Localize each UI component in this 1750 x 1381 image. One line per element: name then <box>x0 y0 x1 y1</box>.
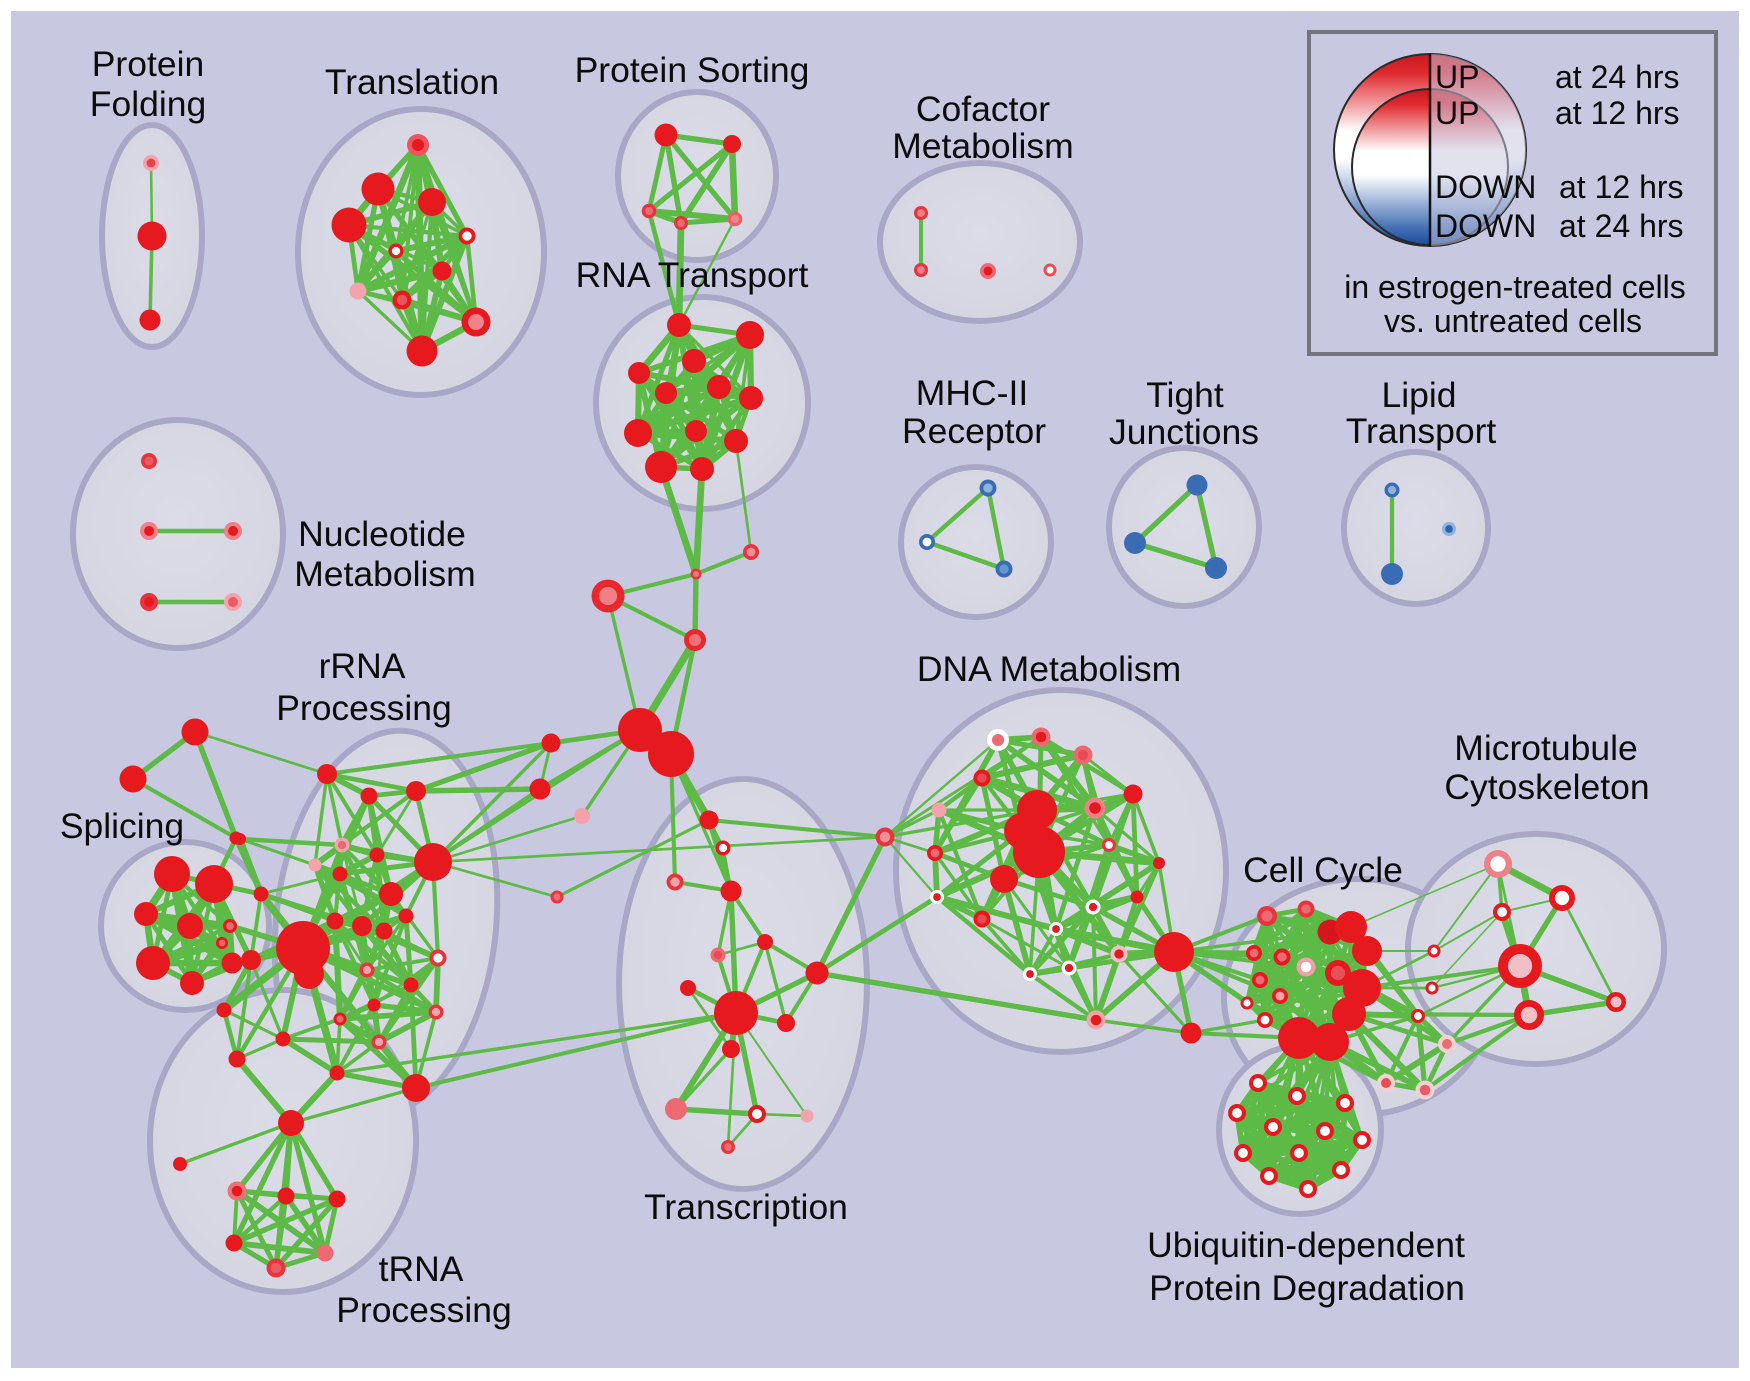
svg-text:in estrogen-treated cells: in estrogen-treated cells <box>1344 269 1686 305</box>
svg-text:vs. untreated cells: vs. untreated cells <box>1384 303 1642 339</box>
svg-text:Processing: Processing <box>276 688 452 728</box>
svg-text:RNA Transport: RNA Transport <box>576 255 809 295</box>
svg-text:at 12 hrs: at 12 hrs <box>1559 169 1684 205</box>
svg-text:rRNA: rRNA <box>319 646 406 686</box>
svg-text:UP: UP <box>1435 59 1479 95</box>
svg-text:tRNA: tRNA <box>379 1249 464 1289</box>
svg-text:Junctions: Junctions <box>1109 412 1259 452</box>
svg-text:DNA Metabolism: DNA Metabolism <box>917 649 1181 689</box>
svg-text:Protein Degradation: Protein Degradation <box>1149 1268 1465 1308</box>
svg-text:at 24 hrs: at 24 hrs <box>1559 208 1684 244</box>
svg-text:Cell Cycle: Cell Cycle <box>1243 850 1403 890</box>
svg-text:Microtubule: Microtubule <box>1454 728 1638 768</box>
svg-text:MHC-II: MHC-II <box>916 373 1028 413</box>
svg-text:Splicing: Splicing <box>60 806 184 846</box>
svg-text:at 24 hrs: at 24 hrs <box>1555 59 1680 95</box>
svg-text:Translation: Translation <box>325 62 499 102</box>
svg-text:DOWN: DOWN <box>1435 208 1536 244</box>
svg-text:Transcription: Transcription <box>644 1187 848 1227</box>
svg-text:Folding: Folding <box>90 84 206 124</box>
svg-text:Ubiquitin-dependent: Ubiquitin-dependent <box>1147 1225 1465 1265</box>
svg-text:Cytoskeleton: Cytoskeleton <box>1444 767 1649 807</box>
svg-text:Tight: Tight <box>1146 375 1224 415</box>
svg-text:Metabolism: Metabolism <box>892 126 1074 166</box>
svg-text:UP: UP <box>1435 95 1479 131</box>
svg-text:Lipid: Lipid <box>1381 375 1456 415</box>
svg-text:Receptor: Receptor <box>902 411 1046 451</box>
svg-text:Metabolism: Metabolism <box>294 554 476 594</box>
svg-text:Transport: Transport <box>1346 411 1497 451</box>
svg-text:Processing: Processing <box>336 1290 512 1330</box>
svg-text:Cofactor: Cofactor <box>916 89 1050 129</box>
svg-text:Protein: Protein <box>92 44 204 84</box>
svg-text:at 12 hrs: at 12 hrs <box>1555 95 1680 131</box>
svg-text:Nucleotide: Nucleotide <box>298 514 466 554</box>
svg-text:DOWN: DOWN <box>1435 169 1536 205</box>
svg-text:Protein Sorting: Protein Sorting <box>575 50 810 90</box>
